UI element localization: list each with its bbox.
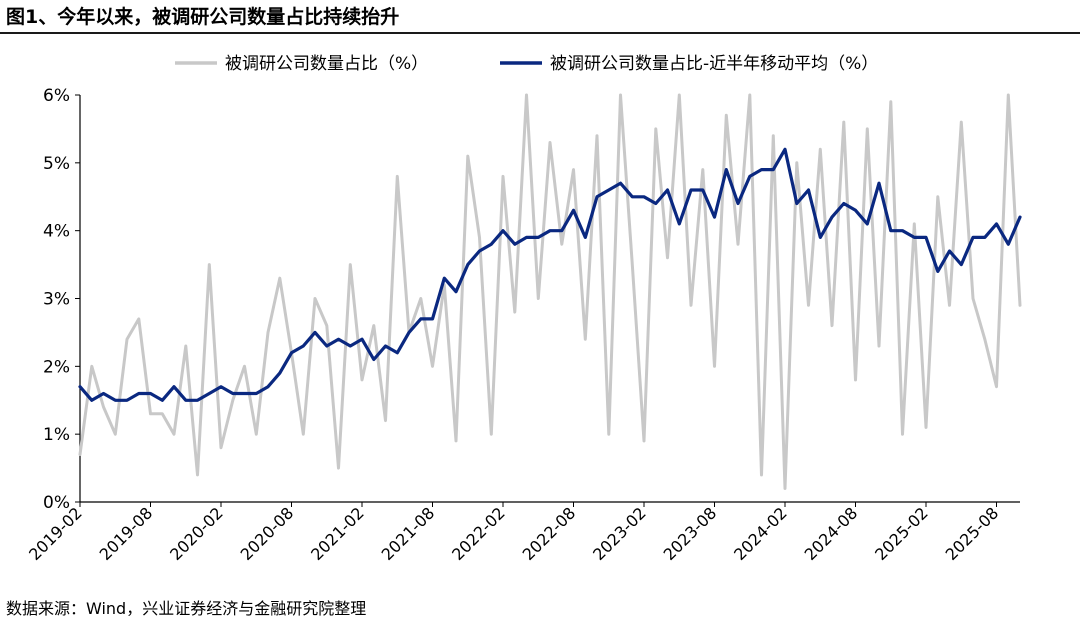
y-axis: 0% 1% 2% 3% 4% 5% 6% [43,86,81,513]
line-chart: 被调研公司数量占比（%） 被调研公司数量占比-近半年移动平均（%） 0% 1% 2% 3… [25,54,1022,564]
x-tick-label: 2025-02 [871,503,932,564]
y-tick-label: 6% [43,86,70,106]
y-tick-label: 2% [43,357,70,377]
x-tick-label: 2022-08 [519,503,580,564]
y-tick-label: 1% [43,425,70,445]
x-tick-label: 2022-02 [448,503,509,564]
x-tick-label: 2021-02 [307,503,368,564]
legend-label: 被调研公司数量占比（%） [225,54,428,74]
x-tick-label: 2025-08 [942,503,1003,564]
source-note: 数据来源：Wind，兴业证券经济与金融研究院整理 [6,599,367,618]
x-tick-label: 2023-08 [660,503,721,564]
y-tick-label: 0% [43,493,70,513]
x-tick-label: 2020-02 [166,503,227,564]
y-tick-label: 5% [43,154,70,174]
y-tick-label: 3% [43,290,70,310]
legend-item-ratio: 被调研公司数量占比（%） [175,54,428,74]
x-tick-label: 2021-08 [378,503,439,564]
legend-label: 被调研公司数量占比-近半年移动平均（%） [550,54,878,74]
series-layer [78,93,1022,490]
x-tick-label: 2020-08 [237,503,298,564]
chart-legend: 被调研公司数量占比（%） 被调研公司数量占比-近半年移动平均（%） [175,54,878,74]
legend-item-moving-average: 被调研公司数量占比-近半年移动平均（%） [500,54,878,74]
x-axis: 2019-02 2019-08 2020-02 2020-08 2021-02 2021-… [25,501,1020,564]
x-tick-label: 2023-02 [589,503,650,564]
series-line-moving-average [78,147,1022,402]
page-title: 图1、今年以来，被调研公司数量占比持续抬升 [6,6,400,28]
x-tick-label: 2019-08 [96,503,157,564]
title-divider [0,32,1080,34]
y-tick-label: 4% [43,222,70,242]
series-line-ratio [78,93,1022,490]
x-tick-label: 2024-08 [801,503,862,564]
x-tick-label: 2024-02 [730,503,791,564]
